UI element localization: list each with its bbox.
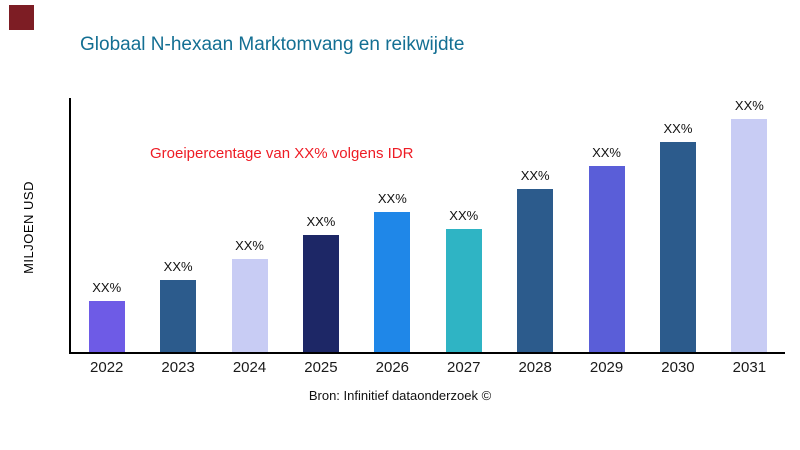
bar-value-label: XX%: [163, 259, 193, 274]
bar: [302, 235, 339, 352]
x-tick-2022: 2022: [90, 359, 124, 376]
x-tick-2027: 2027: [447, 359, 481, 376]
chart-title: Globaal N-hexaan Marktomvang en reikwijd…: [80, 34, 465, 55]
bar-series: XX% XX% XX% XX% XX% XX% XX% XX% XX% XX%: [71, 95, 785, 352]
bar-slot-2023: XX%: [142, 95, 213, 352]
bar-slot-2022: XX%: [71, 95, 142, 352]
bar-value-label: XX%: [663, 121, 693, 136]
x-tick-2031: 2031: [732, 359, 767, 376]
growth-annotation: Groeipercentage van XX% volgens IDR: [150, 145, 414, 162]
x-tick-2028: 2028: [518, 359, 552, 376]
y-axis-label: MILJOEN USD: [20, 181, 36, 274]
bar: [160, 280, 197, 352]
bar-value-label: XX%: [449, 208, 479, 223]
x-tick-2030: 2030: [661, 359, 695, 376]
bar-slot-2024: XX%: [214, 95, 285, 352]
x-tick-2029: 2029: [589, 359, 624, 376]
source-attribution: Bron: Infinitief dataonderzoek ©: [308, 388, 492, 403]
y-axis-label-wrap: MILJOEN USD: [18, 100, 38, 355]
bar-slot-2028: XX%: [499, 95, 570, 352]
x-tick-2024: 2024: [232, 359, 267, 376]
bar-slot-2031: XX%: [714, 95, 785, 352]
bar: [374, 212, 411, 352]
bar: [517, 189, 554, 352]
bar-value-label: XX%: [92, 280, 122, 295]
bar-slot-2029: XX%: [571, 95, 642, 352]
bar-slot-2026: XX%: [357, 95, 428, 352]
x-axis-tick-labels: 2022 2023 2024 2025 2026 2027 2028 2029 2030 2031: [71, 359, 785, 376]
bar: [88, 301, 125, 352]
brand-logo-mark: [9, 5, 34, 30]
bar-value-label: XX%: [734, 98, 764, 113]
bar: [588, 166, 625, 352]
x-tick-2023: 2023: [161, 359, 195, 376]
y-axis-line: [69, 98, 71, 354]
bar: [731, 119, 768, 352]
bar-slot-2025: XX%: [285, 95, 356, 352]
bar-value-label: XX%: [592, 145, 621, 160]
bar: [231, 259, 268, 352]
bar-value-label: XX%: [235, 238, 264, 253]
bar-slot-2030: XX%: [642, 95, 713, 352]
x-axis-line: [69, 352, 785, 354]
bar: [659, 142, 696, 352]
bar-value-label: XX%: [520, 168, 550, 183]
bar-slot-2027: XX%: [428, 95, 499, 352]
bar-value-label: XX%: [377, 191, 407, 206]
bar-value-label: XX%: [306, 214, 336, 229]
bar: [445, 229, 482, 352]
x-tick-2025: 2025: [304, 359, 338, 376]
x-tick-2026: 2026: [375, 359, 410, 376]
